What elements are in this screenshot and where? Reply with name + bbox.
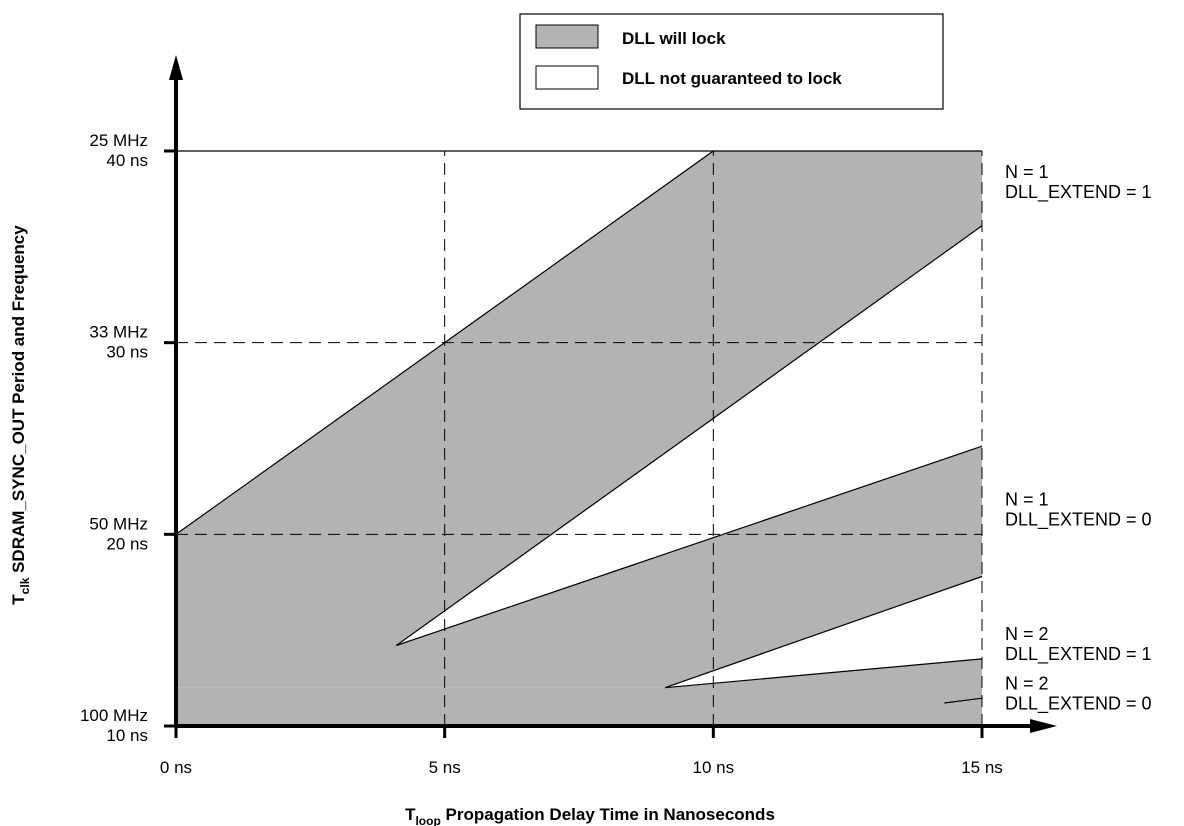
x-tick-label-10: 10 ns bbox=[693, 758, 735, 777]
legend-swatch-lock bbox=[535, 24, 599, 49]
series-label-4-line-1: N = 2 bbox=[1005, 674, 1049, 694]
x-axis-title: Tloop Propagation Delay Time in Nanoseco… bbox=[405, 805, 775, 826]
y-axis-title: Tclk SDRAM_SYNC_OUT Period and Frequency bbox=[9, 225, 32, 605]
lock-region-4 bbox=[955, 698, 982, 726]
series-label-3-line-2: DLL_EXTEND = 1 bbox=[1005, 644, 1152, 665]
lock-region-3 bbox=[176, 658, 982, 726]
x-tick-label-0: 0 ns bbox=[160, 758, 192, 777]
x-axis-title-rest: Propagation Delay Time in Nanoseconds bbox=[441, 805, 775, 824]
x-axis-title-main: T bbox=[405, 805, 416, 824]
y-tick-label-period-40: 40 ns bbox=[106, 151, 148, 170]
boundary-line-5 bbox=[664, 658, 983, 689]
boundary-line-6 bbox=[944, 697, 983, 704]
series-label-2-line-1: N = 1 bbox=[1005, 490, 1049, 510]
x-tick-label-15: 15 ns bbox=[961, 758, 1003, 777]
boundary-line-2 bbox=[395, 225, 983, 646]
y-tick-label-freq-40: 25 MHz bbox=[89, 131, 148, 150]
series-label-1-line-2: DLL_EXTEND = 1 bbox=[1005, 182, 1152, 203]
lock-region-2 bbox=[176, 446, 982, 688]
x-axis-arrow bbox=[1030, 719, 1057, 733]
series-label-1-line-1: N = 1 bbox=[1005, 162, 1049, 182]
series-label-4-line-2: DLL_EXTEND = 0 bbox=[1005, 694, 1152, 715]
legend: DLL will lock DLL not guaranteed to lock bbox=[519, 13, 944, 110]
y-tick-label-period-30: 30 ns bbox=[106, 343, 148, 362]
y-axis-arrow bbox=[169, 55, 183, 80]
legend-label-not-lock: DLL not guaranteed to lock bbox=[622, 69, 842, 88]
lock-region-1 bbox=[176, 151, 982, 646]
legend-swatch-not-lock bbox=[535, 65, 599, 90]
y-axis-title-main: T bbox=[9, 594, 28, 605]
series-label-2-line-2: DLL_EXTEND = 0 bbox=[1005, 510, 1152, 531]
y-tick-label-freq-30: 33 MHz bbox=[89, 323, 148, 342]
y-axis-title-rest: SDRAM_SYNC_OUT Period and Frequency bbox=[9, 225, 28, 578]
boundary-line-3 bbox=[396, 445, 983, 647]
y-tick-label-freq-10: 100 MHz bbox=[80, 706, 148, 725]
x-axis-title-sub: loop bbox=[415, 814, 440, 826]
x-tick-label-5: 5 ns bbox=[429, 758, 461, 777]
boundary-line-4 bbox=[664, 575, 983, 689]
y-tick-label-freq-20: 50 MHz bbox=[89, 514, 148, 533]
y-tick-label-period-20: 20 ns bbox=[106, 534, 148, 553]
series-label-3-line-1: N = 2 bbox=[1005, 624, 1049, 644]
y-axis-title-sub: clk bbox=[18, 577, 32, 594]
y-tick-label-period-10: 10 ns bbox=[106, 726, 148, 745]
legend-label-lock: DLL will lock bbox=[622, 29, 726, 48]
